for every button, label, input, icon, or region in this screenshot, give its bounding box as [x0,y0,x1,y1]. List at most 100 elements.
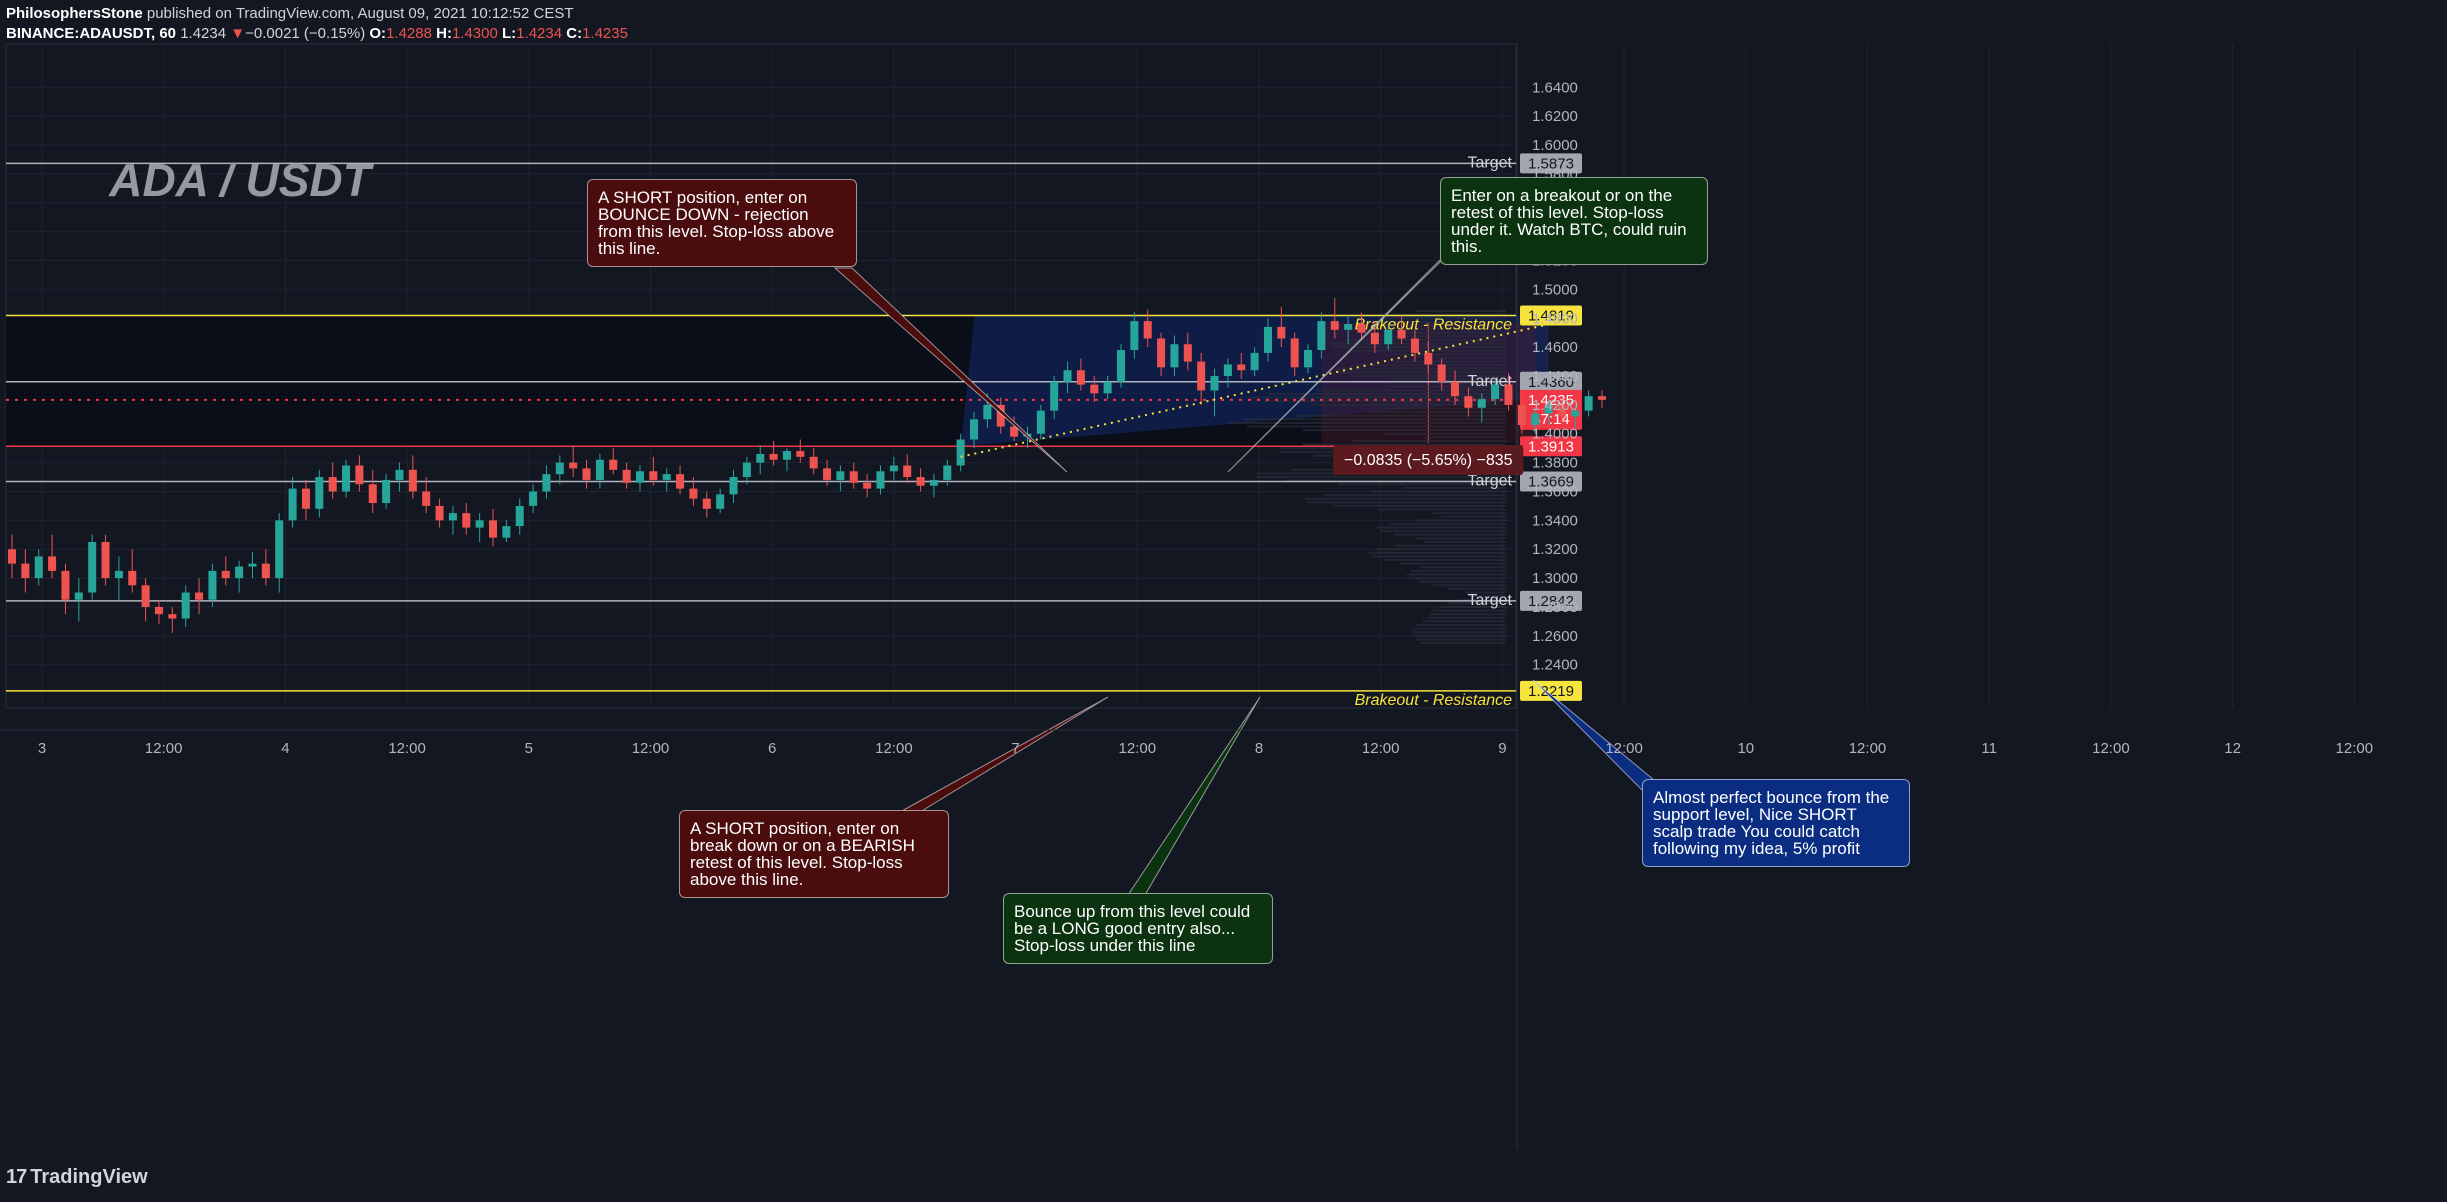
candle-body [729,477,738,495]
y-tick-label: 1.5000 [1532,281,1578,298]
candle-body [1304,350,1313,368]
profile-bar [1435,356,1506,359]
candle-body [555,462,564,475]
y-tick-label: 1.4400 [1532,368,1578,385]
x-tick-label: 12:00 [632,740,670,757]
annotations: −0.0835 (−5.65%) −835 [833,249,1662,896]
profile-bar [1420,642,1506,645]
candle-body [61,570,70,600]
candle-body [88,542,97,593]
level-price-tag [1520,680,1582,701]
x-tick-label: 5 [525,740,533,757]
y-tick-label: 1.3600 [1532,483,1578,500]
profile-bar [1263,400,1506,403]
candle-body [662,474,671,480]
x-tick-label: 12:00 [1849,740,1887,757]
candle-body [221,570,230,579]
profile-bar [1336,367,1506,370]
candle-body [1424,352,1433,365]
profile-bar [1370,490,1506,493]
candle-body [21,563,30,579]
profile-bar [1413,519,1506,522]
profile-bar [1352,375,1506,377]
profile-bar [1465,591,1506,594]
y-tick-label: 1.4200 [1532,397,1578,414]
candle-body [462,513,471,528]
profile-bar [1372,335,1506,338]
profile-bar [1426,616,1506,619]
candle-body [836,471,845,480]
y-tick-label: 1.6000 [1532,137,1578,154]
profile-bar [1423,541,1506,543]
profile-bar [1422,620,1506,623]
candle-body [1250,352,1259,371]
candles [7,298,1607,633]
candle-body [1103,381,1112,394]
candle-body [983,404,992,420]
symbol-name[interactable]: BINANCE:ADAUSDT, 60 [6,25,177,42]
profile-bar [1356,364,1506,367]
candle-body [970,419,979,440]
level-label: Target [1468,154,1513,171]
y-tick-label: 1.3200 [1532,541,1578,558]
author-name[interactable]: PhilosophersStone [6,5,143,22]
profile-bar [1424,436,1506,439]
profile-bar [1393,313,1506,316]
y-tick-label: 1.4600 [1532,339,1578,356]
candle-body [996,404,1005,427]
level-price-text: 1.2842 [1528,593,1574,610]
profile-bar [1311,403,1506,406]
profile-bar [1416,624,1506,626]
profile-bar [1394,533,1506,536]
candle-body [1090,384,1099,394]
low-value: 1.4234 [516,25,563,42]
profile-bar [1302,429,1506,432]
level-price-tag [1520,471,1582,492]
profile-bar [1418,580,1506,583]
candle-body [1531,413,1540,426]
profile-bar [1419,566,1506,569]
candle-body [1317,321,1326,351]
candle-body [1050,381,1059,411]
profile-bar [1244,418,1506,421]
candle-body [1464,396,1473,408]
profile-bar [1433,609,1506,612]
level-price-text: 1.3913 [1528,438,1574,455]
candle-body [235,566,244,579]
low-label: L: [502,25,517,42]
x-tick-label: 3 [38,740,46,757]
profile-bar [1429,613,1506,616]
x-tick-label: 11 [1981,740,1997,757]
profile-bar [1392,353,1506,356]
candle-body [475,520,484,528]
candle-body [956,439,965,466]
candle-body [1410,338,1419,353]
profile-bar [1440,382,1506,385]
profile-bar [1406,573,1506,576]
profile-bar [1432,584,1506,587]
note-short-bottom: A SHORT position, enter on break down or… [679,810,949,898]
candle-body [863,482,872,489]
candle-body [849,471,858,483]
pointer-short-top [833,267,1068,473]
note-blue-text: Almost perfect bounce from the support l… [1653,788,1890,858]
candle-body [1063,370,1072,382]
profile-bar [1344,338,1506,341]
note-short-top: A SHORT position, enter on BOUNCE DOWN -… [587,179,857,267]
note-long-bottom: Bounce up from this level could be a LON… [1003,893,1273,964]
profile-bar [1377,526,1506,529]
tradingview-logo[interactable]: 17 TradingView [6,1166,148,1189]
profile-bar [1338,371,1506,374]
x-tick-label: 6 [768,740,776,757]
y-tick-label: 1.4800 [1532,310,1578,327]
x-tick-label: 12:00 [1119,740,1157,757]
candle-body [1223,364,1232,376]
candle-body [742,462,751,478]
close-value: 1.4235 [582,25,628,42]
y-tick-label: 1.2600 [1532,628,1578,645]
candle-body [1157,338,1166,368]
x-tick-label: 4 [281,740,289,757]
candle-body [288,488,297,521]
candle-body [1263,326,1272,353]
